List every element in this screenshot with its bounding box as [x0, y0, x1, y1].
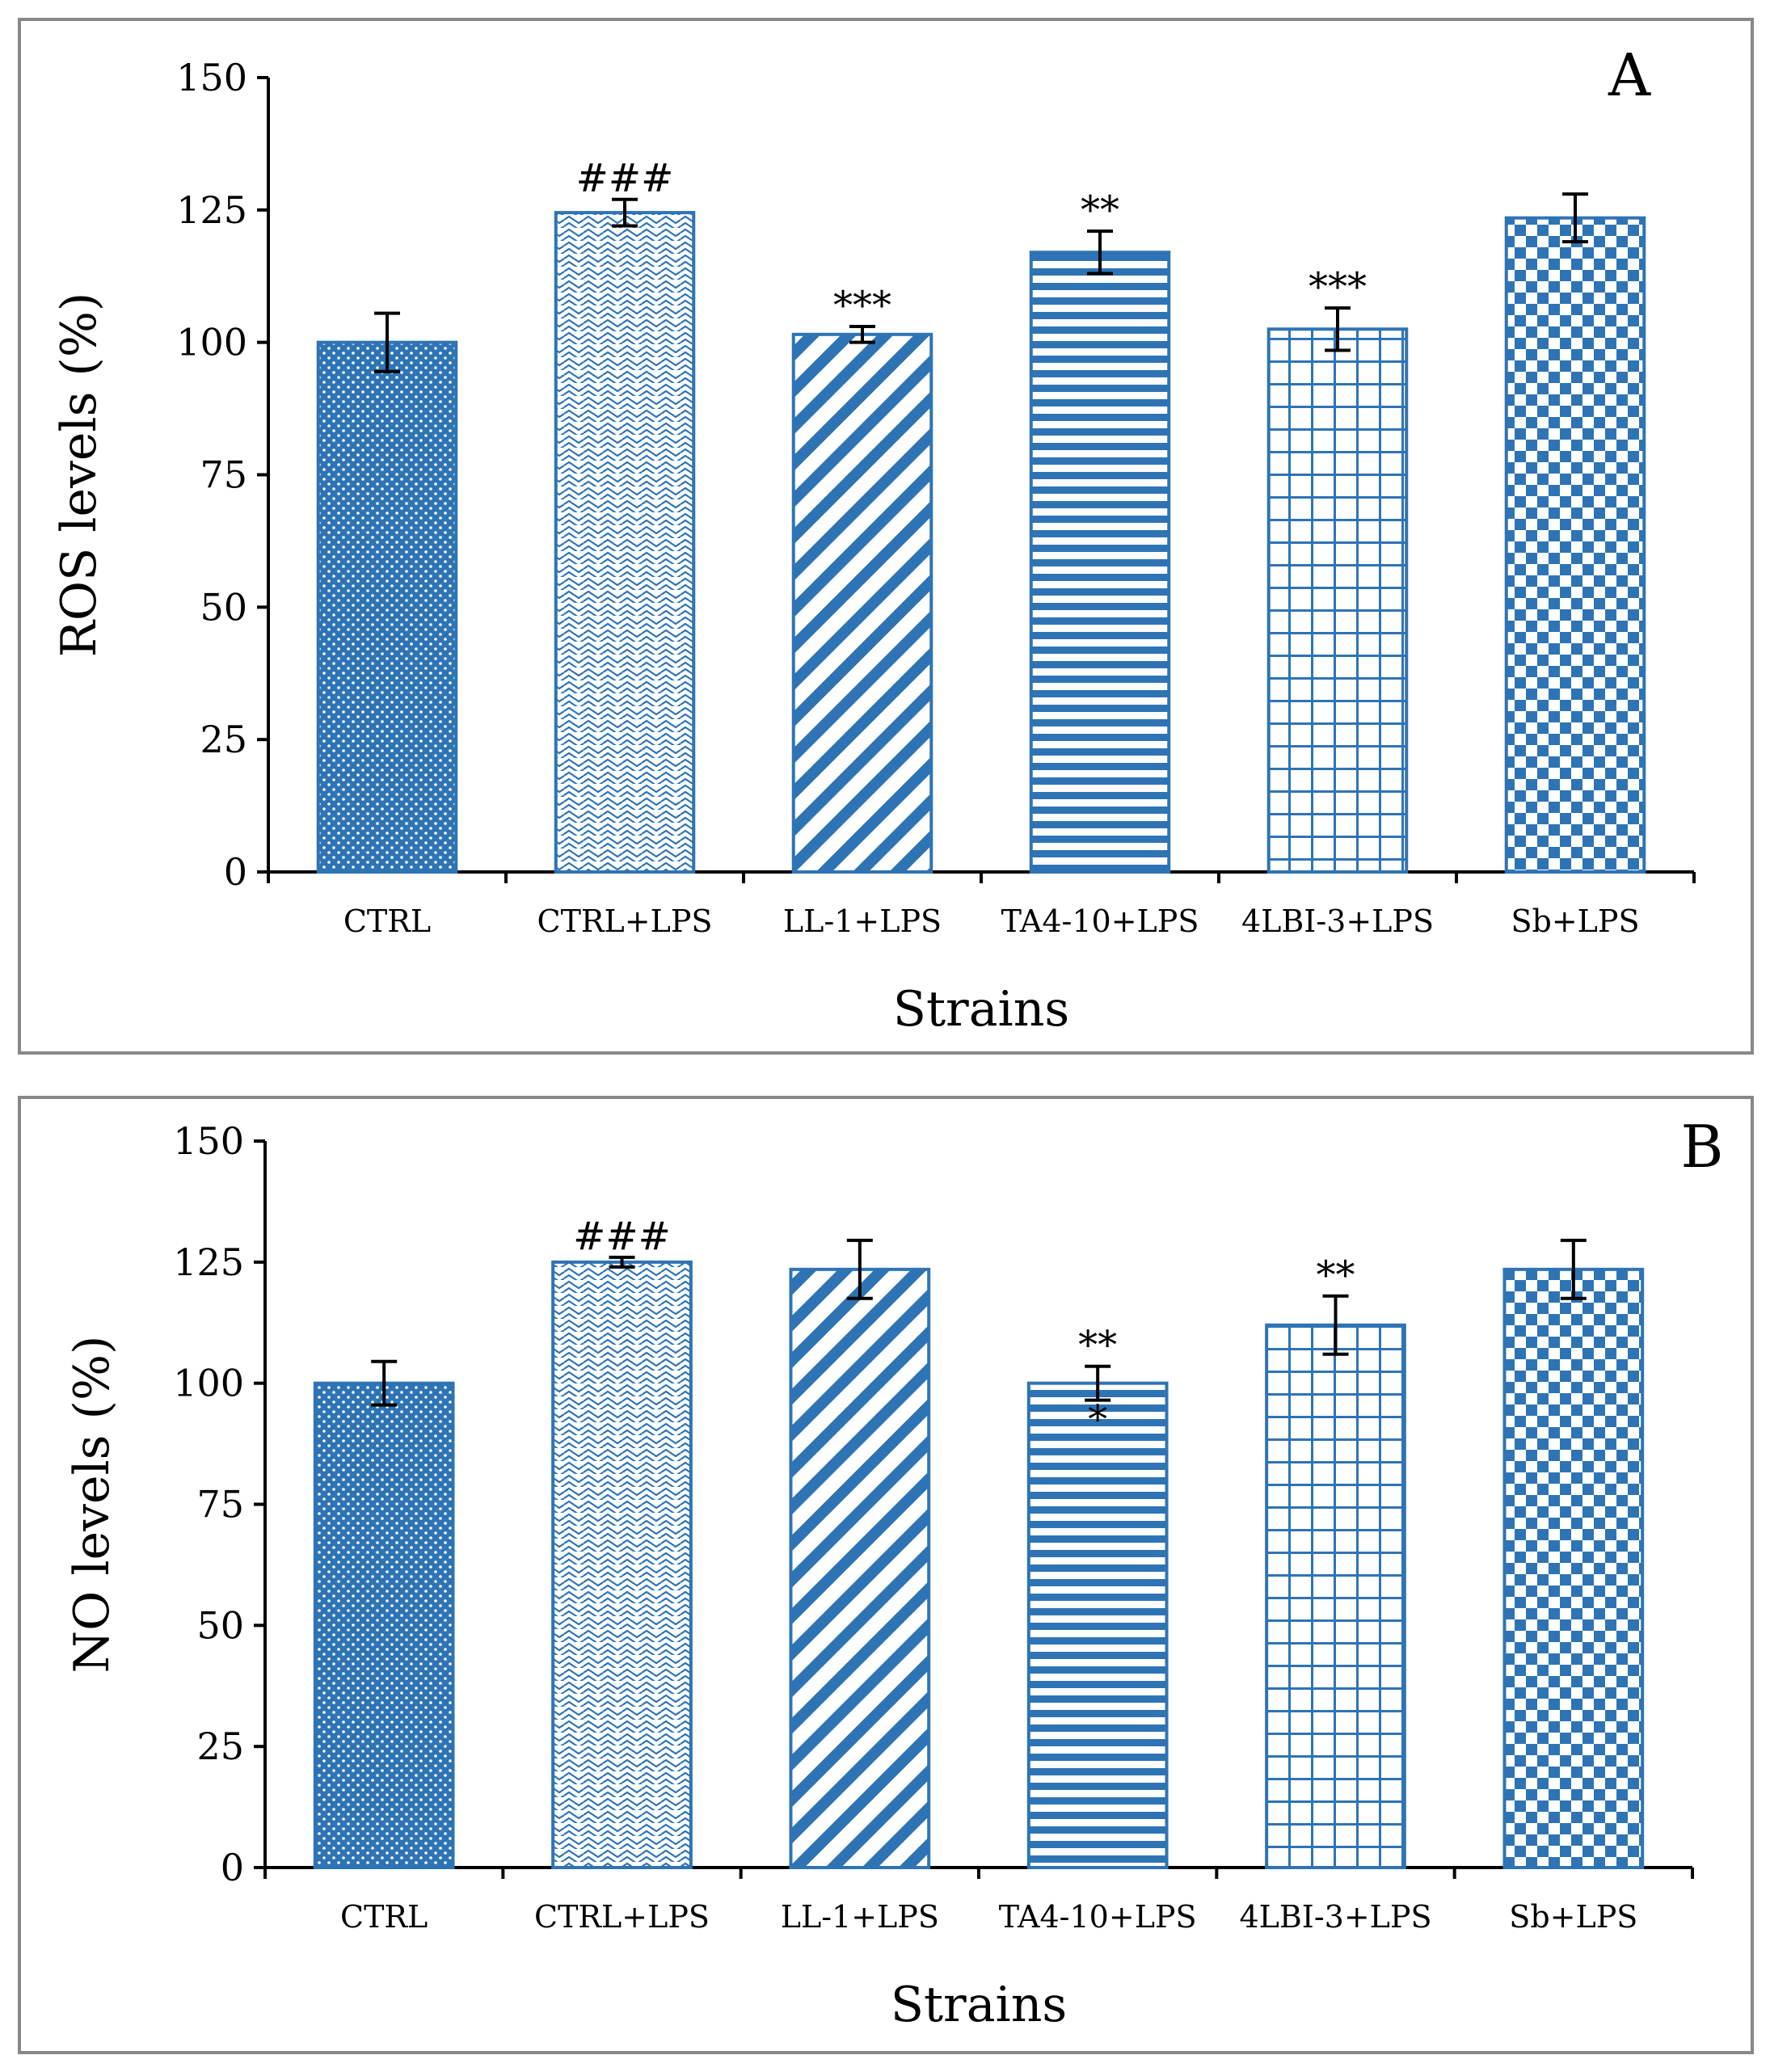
significance-marker: * [1088, 1397, 1107, 1442]
bar-ctrl [316, 340, 458, 874]
y-tick-label: 25 [196, 1725, 244, 1768]
y-tick-label: 125 [176, 188, 247, 232]
x-tick-label: CTRL [340, 1899, 428, 1935]
chart-panel-a: 0 25 50 75 100 125 150 CTRL ### CTRL+LPS *** LL-1+L… [18, 18, 1754, 1055]
y-tick-label: 100 [176, 321, 247, 364]
x-tick-label: 4LBI-3+LPS [1239, 1899, 1431, 1935]
bar-sb-lps [1504, 216, 1646, 874]
x-tick-label: LL-1+LPS [783, 903, 942, 939]
bar-ctrl-lps [554, 211, 696, 874]
bar-4lbi-3-lps [1266, 327, 1409, 874]
y-tick-label: 0 [224, 850, 247, 894]
significance-marker: *** [1309, 264, 1367, 310]
y-tick-label: 75 [196, 1483, 244, 1527]
y-tick-label: 50 [200, 585, 247, 629]
x-tick-label: Sb+LPS [1511, 903, 1639, 939]
error-bar [1322, 1294, 1349, 1356]
x-tick-label: LL-1+LPS [781, 1899, 939, 1935]
x-tick-label: TA4-10+LPS [999, 1899, 1197, 1935]
x-axis-title: Strains [891, 1977, 1067, 2033]
bar-4lbi-3-lps [1265, 1323, 1406, 1870]
y-axis-title: ROS levels (%) [51, 293, 107, 658]
x-tick-label: TA4-10+LPS [1001, 903, 1199, 939]
error-bar [612, 197, 638, 228]
bar-ctrl [313, 1381, 455, 1869]
y-tick-label: 25 [200, 718, 247, 761]
y-tick-label: 50 [196, 1603, 244, 1647]
significance-marker: *** [833, 283, 891, 328]
y-tick-label: 75 [200, 453, 247, 497]
bar-sb-lps [1502, 1267, 1645, 1870]
chart-a-svg: 0 25 50 75 100 125 150 CTRL ### CTRL+LPS *** LL-1+L… [51, 41, 1696, 1038]
error-bar [1087, 230, 1113, 276]
error-bar [1562, 192, 1588, 244]
y-tick-label: 0 [221, 1846, 244, 1889]
y-tick-label: 125 [173, 1240, 244, 1284]
x-tick-label: CTRL [343, 903, 431, 939]
x-tick-label: 4LBI-3+LPS [1241, 903, 1434, 939]
significance-marker: ** [1317, 1253, 1355, 1298]
bar-ll-1-lps [789, 1267, 931, 1870]
error-bar [609, 1255, 635, 1269]
panel-label: A [1608, 41, 1651, 109]
error-bar [1325, 306, 1351, 352]
x-axis-title: Strains [893, 981, 1069, 1038]
significance-marker: ** [1081, 187, 1119, 233]
error-bar [849, 325, 875, 344]
chart-b-svg: 0 25 50 75 100 125 150 CTRL ### CTRL+LPS LL-1+LPS *… [64, 1113, 1724, 2033]
y-tick-label: 150 [173, 1119, 244, 1163]
error-bar [1085, 1364, 1111, 1402]
bar-ta4-10-lps [1029, 251, 1171, 874]
y-tick-label: 150 [176, 56, 247, 99]
x-tick-label: CTRL+LPS [537, 903, 713, 939]
bar-ta4-10-lps [1026, 1381, 1169, 1869]
panel-label: B [1681, 1113, 1724, 1181]
significance-marker: ** [1078, 1323, 1117, 1368]
significance-marker: ### [573, 1214, 671, 1259]
significance-marker: ### [576, 156, 674, 201]
chart-panel-b: 0 25 50 75 100 125 150 CTRL ### CTRL+LPS LL-1+LPS *… [18, 1096, 1754, 2054]
x-tick-label: CTRL+LPS [534, 1899, 710, 1935]
bar-ll-1-lps [791, 332, 933, 874]
error-bar [846, 1238, 873, 1300]
bar-ctrl-lps [551, 1260, 693, 1870]
error-bar [374, 311, 400, 373]
y-tick-label: 100 [173, 1362, 244, 1405]
error-bar [371, 1359, 398, 1407]
error-bar [1560, 1238, 1587, 1300]
y-axis-title: NO levels (%) [64, 1336, 120, 1674]
x-tick-label: Sb+LPS [1509, 1899, 1637, 1935]
